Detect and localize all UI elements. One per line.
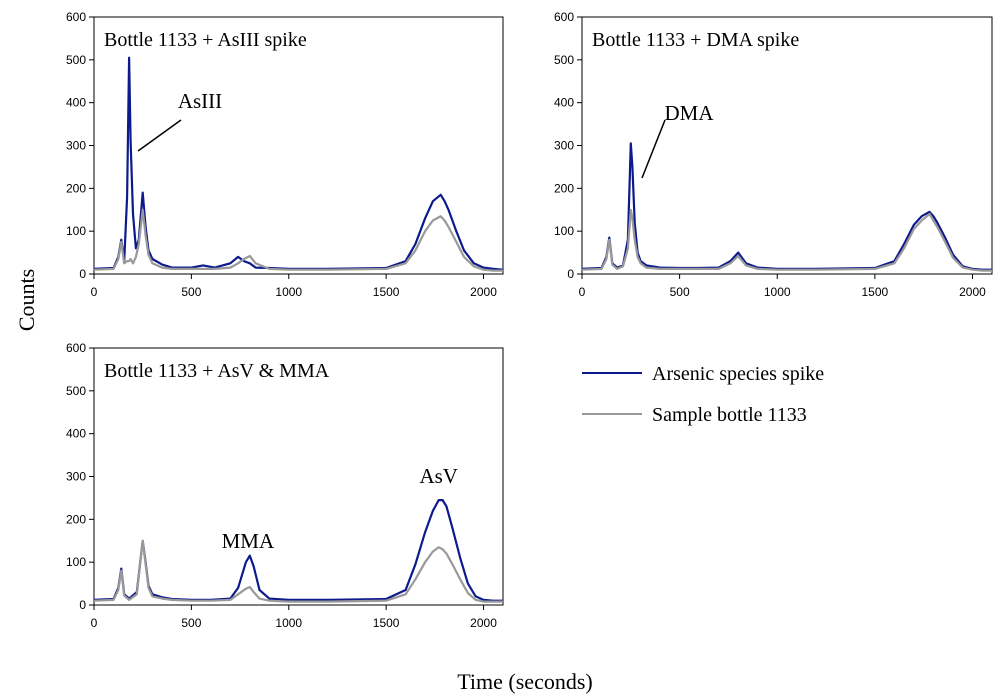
x-tick-label: 1000 bbox=[275, 616, 302, 630]
y-tick-label: 300 bbox=[66, 470, 86, 484]
legend-label-sample: Sample bottle 1133 bbox=[652, 404, 807, 426]
panel-title: Bottle 1133 + AsV & MMA bbox=[104, 360, 330, 382]
y-tick-label: 600 bbox=[66, 10, 86, 24]
series-line-spike bbox=[93, 56, 504, 271]
peak-annotation: AsV bbox=[419, 464, 458, 488]
y-tick-label: 500 bbox=[554, 53, 574, 67]
x-tick-label: 0 bbox=[579, 285, 586, 299]
x-tick-label: 0 bbox=[91, 616, 98, 630]
x-tick-label: 500 bbox=[670, 285, 690, 299]
x-tick-label: 500 bbox=[181, 285, 201, 299]
x-axis-title: Time (seconds) bbox=[457, 669, 592, 694]
annotation-leader-line bbox=[137, 119, 182, 152]
plot-frame bbox=[93, 16, 504, 275]
legend-label-spike: Arsenic species spike bbox=[652, 363, 824, 385]
panel-title: Bottle 1133 + AsIII spike bbox=[104, 29, 307, 51]
chart-panel-2: 0 100 200 300 400 500 600 0 500 1000 1500 2000 Bottl… bbox=[554, 10, 993, 299]
y-tick-label: 200 bbox=[66, 181, 86, 195]
y-tick-label: 0 bbox=[567, 267, 574, 281]
y-tick-label: 300 bbox=[66, 139, 86, 153]
y-tick-label: 200 bbox=[66, 512, 86, 526]
y-tick-label: 300 bbox=[554, 139, 574, 153]
y-tick-label: 400 bbox=[66, 96, 86, 110]
series-line-sample bbox=[581, 208, 992, 272]
y-tick-label: 100 bbox=[554, 224, 574, 238]
plot-frame bbox=[93, 347, 504, 606]
y-tick-label: 400 bbox=[66, 427, 86, 441]
x-tick-label: 2000 bbox=[470, 285, 497, 299]
y-tick-label: 500 bbox=[66, 384, 86, 398]
y-tick-label: 400 bbox=[554, 96, 574, 110]
x-tick-label: 1000 bbox=[275, 285, 302, 299]
y-tick-label: 500 bbox=[66, 53, 86, 67]
plot-frame bbox=[581, 16, 993, 275]
y-tick-label: 200 bbox=[554, 181, 574, 195]
x-tick-label: 1000 bbox=[764, 285, 791, 299]
x-tick-label: 2000 bbox=[470, 616, 497, 630]
chart-panel-1: 0 100 200 300 400 500 600 0 500 1000 1500 2000 Bottl… bbox=[66, 10, 504, 299]
panel-title: Bottle 1133 + DMA spike bbox=[592, 29, 799, 51]
series-line-sample bbox=[93, 539, 503, 603]
legend: Arsenic species spike Sample bottle 1133 bbox=[582, 363, 824, 426]
x-tick-label: 0 bbox=[91, 285, 98, 299]
y-tick-label: 600 bbox=[554, 10, 574, 24]
y-tick-label: 0 bbox=[79, 598, 86, 612]
annotation-leader-line bbox=[641, 119, 666, 179]
series-line-sample bbox=[93, 208, 503, 272]
x-tick-label: 500 bbox=[181, 616, 201, 630]
peak-annotation: DMA bbox=[664, 101, 714, 125]
x-tick-label: 1500 bbox=[373, 285, 400, 299]
x-tick-label: 1500 bbox=[373, 616, 400, 630]
y-tick-label: 100 bbox=[66, 555, 86, 569]
x-tick-label: 2000 bbox=[959, 285, 986, 299]
y-tick-label: 0 bbox=[79, 267, 86, 281]
peak-annotation: MMA bbox=[222, 529, 275, 553]
y-axis-title: Counts bbox=[14, 269, 39, 331]
y-tick-label: 600 bbox=[66, 341, 86, 355]
x-tick-label: 1500 bbox=[862, 285, 889, 299]
chart-panel-3: 0 100 200 300 400 500 600 0 500 1000 1500 2000 Bottl… bbox=[66, 341, 504, 630]
peak-annotation: AsIII bbox=[178, 89, 222, 113]
y-tick-label: 100 bbox=[66, 224, 86, 238]
